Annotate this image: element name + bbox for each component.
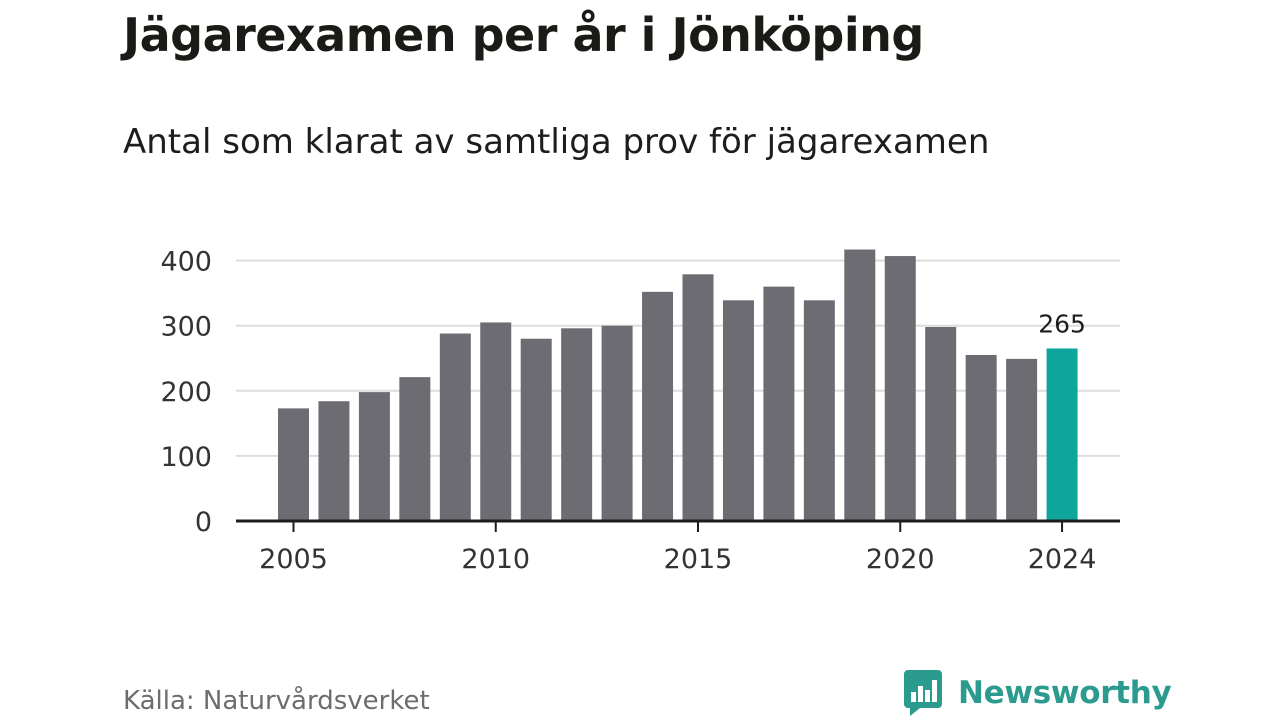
bar [965, 354, 997, 521]
newsworthy-logo-icon [904, 670, 942, 716]
bar-chart: 0 100 200 300 400 265 2005 2010 2015 2020 2024 [160, 247, 1120, 575]
chart-subtitle: Antal som klarat av samtliga prov för jä… [123, 122, 990, 162]
bar [844, 249, 876, 521]
y-tick-label: 100 [160, 442, 212, 473]
x-tick-label: 2005 [259, 544, 328, 575]
y-tick-label: 300 [160, 312, 212, 343]
bar [439, 333, 471, 521]
y-tick-label: 200 [160, 377, 212, 408]
bar [763, 286, 795, 521]
x-tick-label: 2024 [1028, 544, 1097, 575]
y-tick-label: 400 [160, 247, 212, 278]
bar [1006, 358, 1038, 521]
bar [803, 300, 835, 521]
bar [682, 274, 714, 521]
brand-name: Newsworthy [958, 675, 1172, 711]
brand-logo: Newsworthy [902, 668, 1172, 718]
bar [884, 256, 916, 521]
source-note: Källa: Naturvårdsverket [123, 686, 430, 716]
bar [399, 377, 431, 521]
bar [925, 327, 957, 521]
bar-highlight [1046, 348, 1078, 521]
bar [520, 338, 552, 521]
bar [561, 328, 593, 521]
bar [318, 401, 350, 521]
y-tick-label: 0 [195, 507, 212, 538]
x-tick-label: 2020 [866, 544, 935, 575]
data-label: 265 [1038, 309, 1086, 338]
bar [480, 322, 512, 521]
bar [278, 408, 309, 521]
bar [722, 300, 754, 521]
bar [601, 325, 633, 521]
x-tick-label: 2015 [664, 544, 733, 575]
chart-title: Jägarexamen per år i Jönköping [123, 8, 924, 62]
bar [358, 392, 390, 521]
bar [642, 291, 674, 521]
x-tick-label: 2010 [461, 544, 530, 575]
